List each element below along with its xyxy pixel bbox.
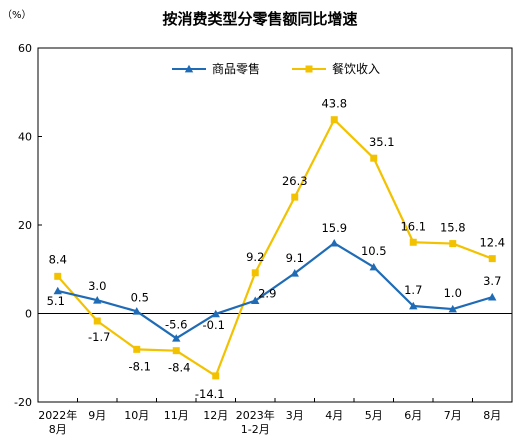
data-point [291,193,299,201]
series-line-1 [56,118,493,377]
legend-marker-1 [305,65,313,73]
data-label: 16.1 [400,219,426,233]
data-point [409,238,417,246]
data-point [370,154,378,162]
data-label: 1.7 [404,283,422,297]
y-tick-label: 0 [25,308,32,321]
legend-marker-0 [184,64,194,73]
data-label: -5.6 [165,317,187,331]
x-tick-label: 9月 [88,409,106,422]
data-label: 3.7 [483,274,501,288]
x-tick-label: 7月 [444,409,462,422]
data-point [409,301,418,310]
y-tick-label: 20 [18,219,32,232]
y-axis-unit: （%） [2,9,32,21]
data-label: -0.1 [203,318,225,332]
data-point [448,304,457,313]
data-label: 3.0 [88,279,106,293]
data-label: -8.1 [129,359,151,373]
series-layer: 5.1 3.0 0.5 -5.6 -0.1 2.9 9.1 15.9 10.5 1.7 1.0 3.7… [47,97,505,401]
data-label: 1.0 [444,286,462,300]
x-tick-label: 12月 [203,409,228,422]
data-point [93,317,101,325]
data-point [53,286,62,295]
y-tick-label: -20 [14,396,32,409]
data-label: 0.5 [131,290,149,304]
data-label: -8.4 [168,361,190,375]
y-tick-label: 40 [18,131,32,144]
data-label: 35.1 [369,135,395,149]
x-tick-label: 8月 [483,409,501,422]
data-label: 9.1 [286,251,304,265]
data-point [212,372,220,380]
data-label: 8.4 [49,252,67,266]
data-label: 15.8 [440,221,466,235]
legend: 商品零售 餐饮收入 [172,61,380,76]
data-label: 26.3 [282,174,308,188]
x-tick-label: 5月 [365,409,383,422]
data-point [132,307,141,315]
data-label: 43.8 [321,97,347,111]
data-label: 5.1 [47,294,65,308]
data-point [133,345,141,353]
legend-label-0: 商品零售 [212,61,260,76]
data-label: 9.2 [246,250,264,264]
data-point [330,238,339,247]
data-point [172,347,180,355]
x-tick-label: 2022年 8月 [38,408,77,436]
x-tick-label: 4月 [325,409,343,422]
data-label: 15.9 [321,221,347,235]
data-point [251,296,260,305]
data-point [369,262,378,271]
data-label: -1.7 [88,330,110,344]
data-point [172,334,181,342]
legend-label-1: 餐饮收入 [332,61,380,76]
data-point [93,296,102,304]
chart-title: 按消费类型分零售额同比增速 [162,10,357,28]
x-tick-label: 3月 [286,409,304,422]
data-point [251,269,259,277]
series-line-0 [57,242,493,340]
data-point [290,269,299,277]
y-tick-label: 60 [18,42,32,55]
data-label: 10.5 [361,244,387,258]
x-tick-label: 11月 [164,409,189,422]
axes: -20 0 20 40 60 2022年 8月 9月 10月 11月 12月 2023年 1-2月 3月 4… [14,42,513,436]
data-point [54,272,62,280]
x-tick-label: 2023年 1-2月 [236,408,275,436]
data-label: 12.4 [479,236,505,250]
data-point [488,292,497,301]
data-label: -14.1 [195,387,225,401]
data-point [449,240,457,248]
data-point [488,255,496,263]
x-tick-label: 6月 [404,409,422,422]
data-point [211,309,220,318]
x-tick-label: 10月 [124,409,149,422]
data-point [330,116,338,124]
data-label: 2.9 [258,287,276,301]
